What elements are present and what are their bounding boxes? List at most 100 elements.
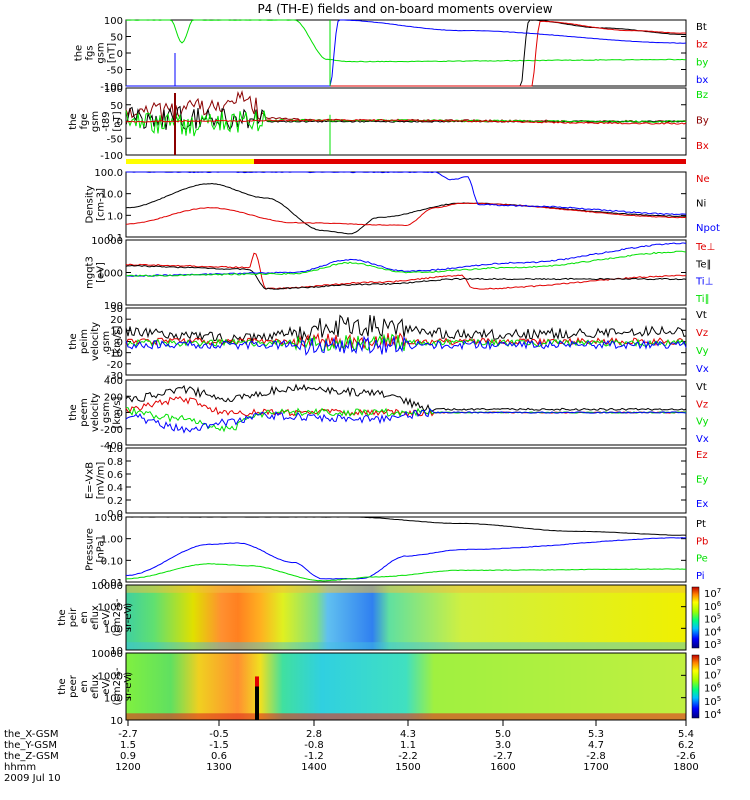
- panel-peem: 400 200 0 -200 -400 the peem velocity gsm [km/s] V…: [68, 376, 709, 452]
- pressure-frame: [125, 516, 687, 583]
- pressure-ytick-label: 0.10: [101, 556, 123, 567]
- pressure-ylabel: [nPa]: [96, 536, 107, 562]
- ephem-value: 2.8: [306, 729, 322, 740]
- peim-ytick-label: 0: [117, 338, 123, 349]
- peer-ylabel: eflux: [90, 674, 101, 699]
- peem-ylabel: gsm: [101, 402, 112, 423]
- peer-ytick-label: 10: [110, 716, 123, 727]
- ephem-value: 1300: [206, 762, 231, 773]
- fge-series-red: [125, 119, 687, 125]
- ephem-label-the_Y-GSM: the_Y-GSM: [4, 740, 57, 751]
- ephem-value: -2.8: [586, 751, 606, 762]
- date-label: 2009 Jul 10: [4, 773, 61, 784]
- fge-series-By: [125, 105, 687, 131]
- fgs-ylabel: the: [74, 45, 85, 61]
- temperature-legend-Te∥: Te∥: [695, 259, 712, 270]
- peim-legend-Vz: Vz: [696, 328, 708, 339]
- ephem-value: 0.6: [211, 751, 227, 762]
- panel-efield: 1.0 0.8 0.6 0.4 0.2 0.0 E=-VxB [mV/m] Ez Ey Ex: [85, 444, 709, 520]
- fgs-frame: [125, 19, 687, 87]
- peim-series-Vz: [125, 332, 687, 350]
- peir-colorbar-label: 104: [704, 625, 722, 638]
- pressure-legend-Pb: Pb: [696, 536, 708, 547]
- fgs-ytick-label: -100: [100, 82, 123, 93]
- temperature-series-Ti⊥: [125, 242, 687, 277]
- peim-ytick-label: 10: [110, 326, 123, 337]
- peir-low-energy-band: [126, 642, 686, 650]
- peir-colorbar-label: 106: [704, 600, 722, 613]
- fgs-series-bx: [126, 19, 687, 87]
- ephem-value: 5.4: [678, 729, 694, 740]
- efield-legend-Ey: Ey: [696, 475, 708, 486]
- peem-legend-Vy: Vy: [696, 417, 709, 428]
- density-ytick-label: 10.0: [101, 190, 123, 201]
- peem-legend-Vx: Vx: [696, 434, 709, 445]
- fge-ytick-label: 100: [104, 84, 123, 95]
- peim-ytick-label: -10: [107, 349, 123, 360]
- ephem-value: 1200: [115, 762, 140, 773]
- peem-series-Vx: [125, 408, 687, 434]
- pressure-ylabel: Pressure: [85, 528, 96, 571]
- fgs-ytick-label: 100: [104, 16, 123, 27]
- fge-ylabel: gsm: [90, 111, 101, 132]
- peir-ylabel: (cm2-s-: [112, 598, 123, 636]
- peer-ytick-label: 100: [104, 694, 123, 705]
- panel-temperature: 10000 1000 100 mgqt3 [eV] Te⊥ Te∥ Ti⊥ Ti∥: [85, 236, 716, 312]
- density-ylabel: [cm-3]: [96, 188, 107, 221]
- density-series-Ni: [125, 202, 687, 227]
- temperature-series-Te⊥: [125, 252, 687, 290]
- peer-colorbar-label: 108: [704, 655, 721, 668]
- peer-ylabel: the: [57, 678, 68, 694]
- efield-ytick-label: 0.8: [107, 457, 123, 468]
- fgs-series-by: [126, 20, 687, 87]
- ephem-label-the_X-GSM: the_X-GSM: [4, 729, 58, 740]
- peem-ytick-label: -200: [100, 425, 123, 436]
- ephem-value: -1.5: [209, 740, 229, 751]
- ephem-value: -2.2: [398, 751, 418, 762]
- ephem-value: 4.7: [588, 740, 604, 751]
- fge-ytick-label: -100: [100, 151, 123, 162]
- panel-density: 100.0 10.0 1.0 0.1 Density [cm-3] Ne Ni Npot: [85, 168, 720, 244]
- peir-ylabel: the: [57, 609, 68, 625]
- pressure-legend-Pi: Pi: [696, 571, 705, 582]
- pressure-ytick-label: 1.00: [101, 535, 123, 546]
- temperature-legend-Te⊥: Te⊥: [695, 242, 715, 253]
- ephem-label-hhmm: hhmm: [4, 762, 36, 773]
- efield-ytick-label: 0.2: [107, 496, 123, 507]
- peim-legend-Vy: Vy: [696, 346, 709, 357]
- peem-legend-Vt: Vt: [696, 382, 707, 393]
- peem-ylabel: velocity: [90, 393, 101, 432]
- peim-ytick-label: 20: [110, 315, 123, 326]
- temperature-ytick-label: 1000: [98, 269, 123, 280]
- peer-ylabel: sr-eV): [123, 672, 134, 701]
- peim-legend-Vt: Vt: [696, 310, 707, 321]
- peem-ytick-label: 0: [117, 409, 123, 420]
- ephem-value: 5.3: [588, 729, 604, 740]
- peer-low-energy-band: [126, 713, 686, 720]
- fge-ytick-label: 50: [110, 101, 123, 112]
- fge-legend-Bz: Bz: [696, 90, 708, 101]
- mode-bar-fast: [254, 159, 686, 164]
- peim-series-Vy: [125, 333, 687, 352]
- peir-ytick-label: 100: [104, 624, 123, 635]
- fge-ytick-label: -50: [107, 134, 123, 145]
- peem-ylabel: the: [68, 404, 79, 420]
- peir-ytick-label: 10: [110, 646, 123, 657]
- fgs-legend-bz: bz: [696, 40, 708, 51]
- density-frame: [125, 171, 687, 238]
- fgs-legend-by: by: [696, 57, 708, 68]
- peer-ylabel: (cm2-s-: [112, 667, 123, 705]
- peer-spectrogram: [126, 653, 686, 720]
- pressure-ytick-label: 0.01: [101, 578, 123, 589]
- peim-ytick-label: -20: [107, 360, 123, 371]
- fgs-series-bz: [126, 19, 687, 87]
- efield-ytick-label: 0.6: [107, 470, 123, 481]
- efield-ylabel: E=-VxB: [85, 462, 96, 499]
- peir-colorbar-label: 103: [704, 638, 721, 651]
- peer-frame: [125, 652, 687, 721]
- ephem-value: -2.6: [676, 751, 696, 762]
- fge-legend-Bx: Bx: [696, 141, 709, 152]
- ephem-value: 0.9: [120, 751, 136, 762]
